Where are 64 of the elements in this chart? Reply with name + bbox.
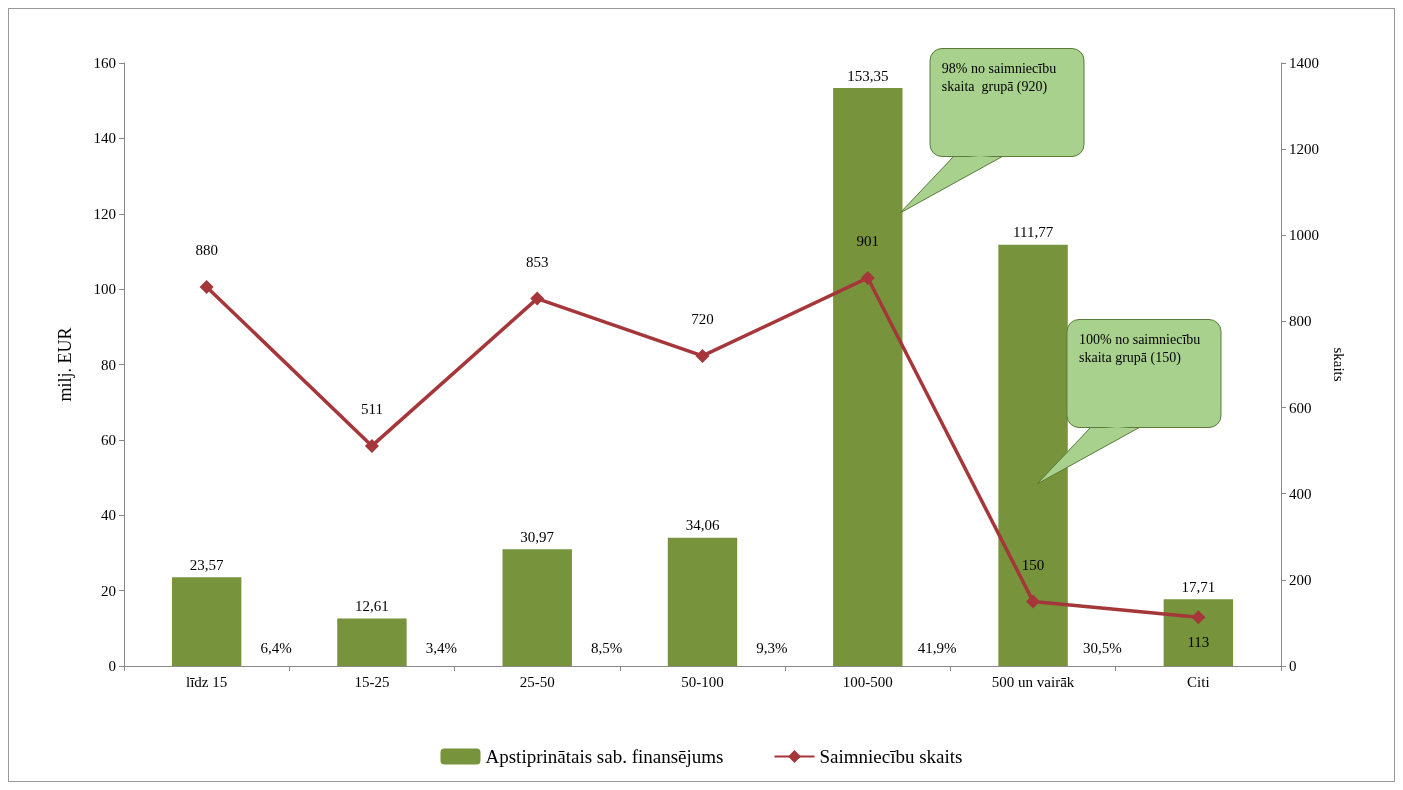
point [1026,594,1041,609]
annotation: 3,4% [425,640,457,656]
x-tick-label: līdz 15 [186,673,228,690]
data-label: 34,06 [685,517,720,534]
x-tick-label: 500 un vairāk [991,673,1075,690]
bar [171,577,242,666]
data-label: 12,61 [355,597,389,614]
x-tick-label: 15-25 [354,673,390,690]
y2-tick-label: 1400 [1289,55,1319,71]
y2-tick-label: 400 [1289,485,1312,502]
data-label: 720 [691,311,714,328]
annotation: 9,3% [756,640,788,656]
y2-tick-label: 600 [1289,399,1312,416]
bar [833,88,903,666]
data-label: 853 [525,254,549,271]
y-tick-label: 160 [93,55,116,71]
point [199,279,214,294]
y-tick-label: 40 [101,507,116,524]
data-label: 111,77 [1013,224,1054,241]
data-label: 17,71 [1181,578,1216,595]
data-label: 901 [856,233,880,250]
y2-tick-label: 800 [1289,313,1312,330]
bar [337,618,407,666]
y-tick-label: 60 [101,431,116,448]
y-tick-label: 100 [93,281,116,298]
data-label: 113 [1187,633,1210,650]
y2-axis-title: skaits [1330,347,1347,382]
x-tick-label: 50-100 [681,673,724,690]
y-tick-label: 140 [93,130,116,147]
x-tick-label: 100-500 [842,673,893,690]
annotation: 98% no saimniecību skaita grupā (920) [941,59,1058,96]
bar [1163,599,1234,666]
annotation: 41,9% [917,640,957,656]
data-label: 150 [1021,556,1045,573]
annotation: 6,4% [260,640,292,656]
y-tick-label: 0 [108,658,116,674]
point [1191,610,1206,625]
y2-tick-label: 1200 [1289,141,1319,158]
point [695,348,710,363]
bar [667,537,738,666]
point [530,291,545,306]
annotation: 100% no saimniecību skaita grupā (150) [1079,331,1202,368]
annotation: 8,5% [591,640,623,656]
y-tick-label: 20 [101,582,116,599]
point [860,270,875,285]
y-tick-label: 80 [101,356,116,373]
bar [502,549,572,666]
data-label: 30,97 [520,528,555,545]
y-tick-label: 120 [93,205,116,222]
data-label: 23,57 [189,556,225,573]
y2-tick-label: 1000 [1289,227,1319,244]
data-label: 511 [360,401,383,418]
legend-label: Apstiprinātais sab. finansējums [485,746,724,767]
x-tick-label: Citi [1187,673,1210,690]
legend-label: Saimniecību skaits [819,746,963,767]
data-label: 880 [195,242,218,259]
bar [998,244,1068,666]
data-label: 153,35 [847,67,889,84]
y2-tick-label: 0 [1289,658,1297,674]
y2-tick-label: 200 [1289,571,1312,588]
y-axis-title: milj. EUR [55,327,75,402]
annotation: 30,5% [1083,640,1122,656]
point [364,438,379,453]
x-tick-label: 25-50 [519,673,555,690]
